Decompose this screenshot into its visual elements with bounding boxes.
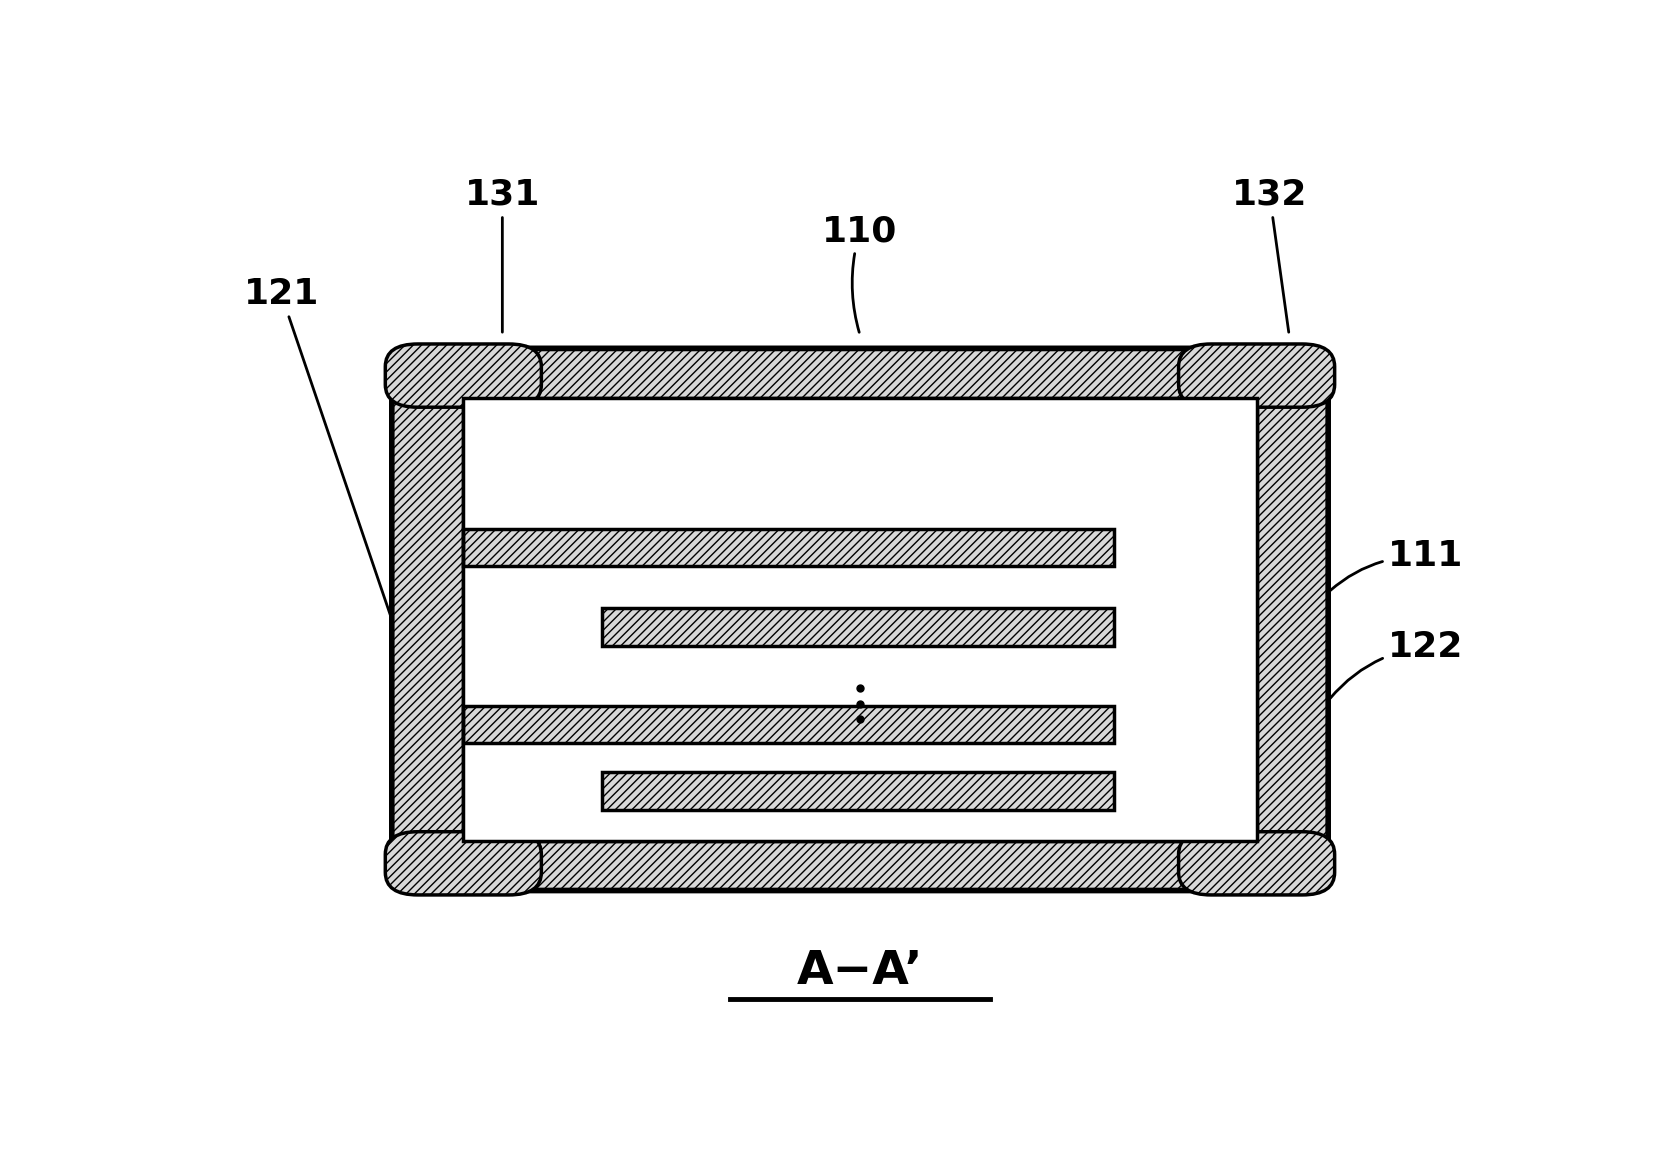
FancyBboxPatch shape xyxy=(391,348,1329,890)
Text: 110: 110 xyxy=(822,215,898,332)
FancyBboxPatch shape xyxy=(1178,344,1334,407)
Text: 131: 131 xyxy=(465,178,540,332)
Bar xyxy=(463,706,1114,744)
Bar xyxy=(602,772,1114,809)
Text: 111: 111 xyxy=(1331,540,1463,590)
Bar xyxy=(463,398,1257,841)
Bar xyxy=(463,529,1114,567)
Text: A−A’: A−A’ xyxy=(797,949,923,995)
FancyBboxPatch shape xyxy=(386,832,542,895)
FancyBboxPatch shape xyxy=(1178,832,1334,895)
Text: 132: 132 xyxy=(1232,178,1307,332)
FancyBboxPatch shape xyxy=(391,348,1329,890)
Bar xyxy=(463,398,1257,841)
Text: 122: 122 xyxy=(1331,630,1463,699)
Bar xyxy=(463,398,1257,841)
FancyBboxPatch shape xyxy=(386,344,542,407)
Bar xyxy=(602,609,1114,646)
Text: 121: 121 xyxy=(243,277,391,617)
